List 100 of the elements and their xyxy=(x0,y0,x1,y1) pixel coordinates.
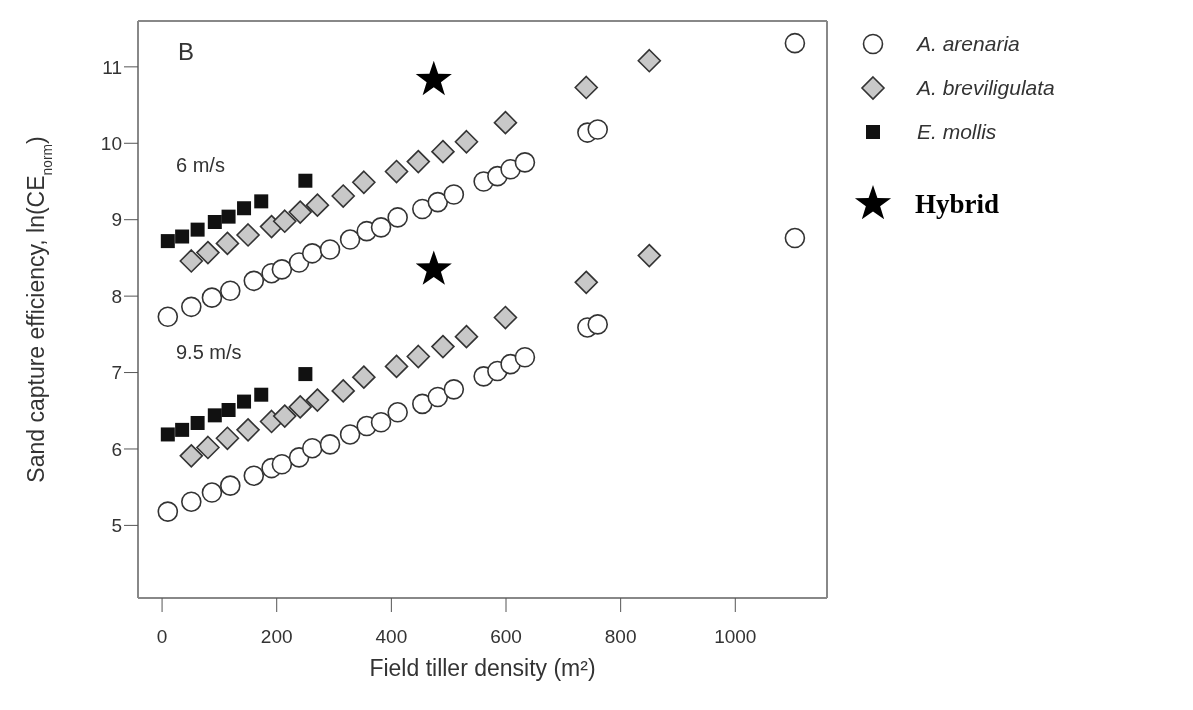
point xyxy=(387,207,408,228)
point xyxy=(201,287,223,308)
point xyxy=(181,491,202,513)
point xyxy=(412,198,433,220)
point xyxy=(215,231,240,256)
point xyxy=(301,243,323,264)
point xyxy=(179,249,204,273)
point xyxy=(196,435,220,460)
point xyxy=(319,434,341,455)
legend-label: Hybrid xyxy=(915,188,1000,220)
point xyxy=(237,394,252,409)
point xyxy=(387,401,408,423)
point xyxy=(221,403,236,417)
point xyxy=(243,270,265,292)
point xyxy=(179,444,204,468)
point xyxy=(784,227,806,249)
point xyxy=(237,201,252,216)
point xyxy=(431,334,455,359)
x-axis-title: Field tiller density (m²) xyxy=(369,655,596,681)
point xyxy=(298,173,313,188)
annotation: 6 m/s xyxy=(176,154,225,177)
point xyxy=(370,217,392,238)
point xyxy=(352,365,376,389)
point xyxy=(443,379,465,400)
point xyxy=(443,184,465,205)
point xyxy=(298,367,313,382)
point xyxy=(207,408,222,423)
y-tick-label: 9 xyxy=(111,209,122,231)
point xyxy=(272,404,297,428)
point xyxy=(219,475,241,496)
point xyxy=(493,110,518,135)
point xyxy=(415,60,452,96)
point xyxy=(454,129,479,154)
point xyxy=(637,243,662,268)
point xyxy=(157,501,179,522)
point xyxy=(454,324,479,349)
point xyxy=(412,393,433,415)
point xyxy=(493,305,518,330)
legend-label: A. breviligulata xyxy=(917,76,1055,100)
point xyxy=(243,465,265,487)
point xyxy=(272,209,297,234)
y-tick-label: 10 xyxy=(100,133,122,155)
point xyxy=(574,270,599,295)
point xyxy=(406,149,431,174)
legend-label: E. mollis xyxy=(917,120,997,144)
point xyxy=(190,222,205,237)
annotation: B xyxy=(178,38,195,66)
x-tick-label: 800 xyxy=(604,626,637,648)
x-tick-label: 0 xyxy=(156,626,168,648)
point xyxy=(637,48,662,73)
point xyxy=(271,259,293,280)
point xyxy=(221,209,236,224)
point xyxy=(319,239,341,260)
y-tick-label: 8 xyxy=(111,285,122,307)
point xyxy=(271,453,293,475)
point xyxy=(288,395,313,419)
point xyxy=(587,119,609,140)
point xyxy=(157,306,179,328)
y-tick-label: 7 xyxy=(111,362,122,384)
point xyxy=(587,314,609,335)
point xyxy=(370,411,392,433)
x-tick-label: 1000 xyxy=(714,626,757,648)
point xyxy=(160,427,175,442)
point xyxy=(384,354,409,379)
point xyxy=(352,170,376,195)
point xyxy=(236,223,260,247)
point xyxy=(784,32,806,54)
point xyxy=(514,346,536,368)
x-tick-label: 200 xyxy=(260,626,293,648)
point xyxy=(190,415,205,430)
point xyxy=(201,482,223,503)
point xyxy=(196,240,220,265)
point xyxy=(427,386,449,408)
x-tick-label: 600 xyxy=(490,626,522,648)
point xyxy=(305,388,330,412)
point xyxy=(415,250,452,285)
point xyxy=(254,387,269,402)
point xyxy=(175,422,190,437)
point xyxy=(236,418,260,442)
y-tick-label: 5 xyxy=(111,515,122,537)
point xyxy=(339,229,361,250)
point xyxy=(215,426,240,451)
point xyxy=(339,424,361,445)
point xyxy=(574,75,599,100)
point xyxy=(288,200,313,224)
point xyxy=(207,215,222,229)
point xyxy=(219,280,241,302)
point xyxy=(181,296,202,318)
point xyxy=(331,379,356,403)
x-tick-label: 400 xyxy=(375,626,408,648)
point xyxy=(431,139,455,164)
point xyxy=(305,193,330,217)
annotation: 9.5 m/s xyxy=(176,341,242,364)
y-tick-label: 6 xyxy=(111,438,122,460)
point xyxy=(384,159,409,184)
point xyxy=(406,344,431,369)
point xyxy=(175,229,190,244)
point xyxy=(254,194,269,209)
y-tick-label: 11 xyxy=(102,56,122,78)
point xyxy=(301,437,323,459)
